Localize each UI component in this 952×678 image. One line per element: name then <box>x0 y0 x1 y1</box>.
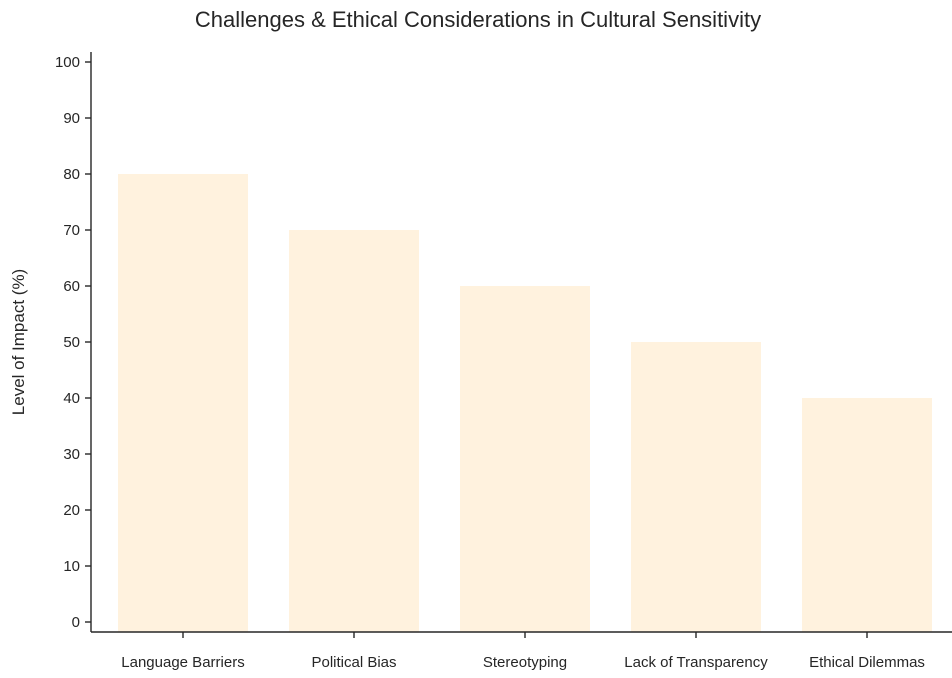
y-tick-label: 20 <box>63 502 80 519</box>
x-category-label: Language Barriers <box>121 654 244 671</box>
bar <box>118 174 248 632</box>
y-tick-label: 90 <box>63 110 80 127</box>
bars-layer <box>118 174 932 632</box>
y-tick-label: 10 <box>63 558 80 575</box>
x-category-label: Ethical Dilemmas <box>809 654 925 671</box>
x-category-label: Political Bias <box>311 654 396 671</box>
x-labels-layer: Language Barriers Political Bias Stereotyp… <box>121 632 925 671</box>
y-tick-label: 100 <box>55 54 80 71</box>
bar <box>289 230 419 632</box>
bar <box>802 398 932 632</box>
y-tick-label: 80 <box>63 166 80 183</box>
y-tick-label: 60 <box>63 278 80 295</box>
x-category-label: Stereotyping <box>483 654 567 671</box>
y-tick-label: 30 <box>63 446 80 463</box>
y-tick-label: 50 <box>63 334 80 351</box>
y-tick-label: 0 <box>72 614 80 631</box>
y-axis-label: Level of Impact (%) <box>9 269 28 415</box>
x-category-label: Lack of Transparency <box>624 654 768 671</box>
y-ticks-layer: 0 10 20 30 40 50 60 70 80 90 100 <box>55 54 91 631</box>
y-tick-label: 70 <box>63 222 80 239</box>
y-tick-label: 40 <box>63 390 80 407</box>
bar <box>631 342 761 632</box>
bar <box>460 286 590 632</box>
chart-title: Challenges & Ethical Considerations in C… <box>195 7 761 32</box>
